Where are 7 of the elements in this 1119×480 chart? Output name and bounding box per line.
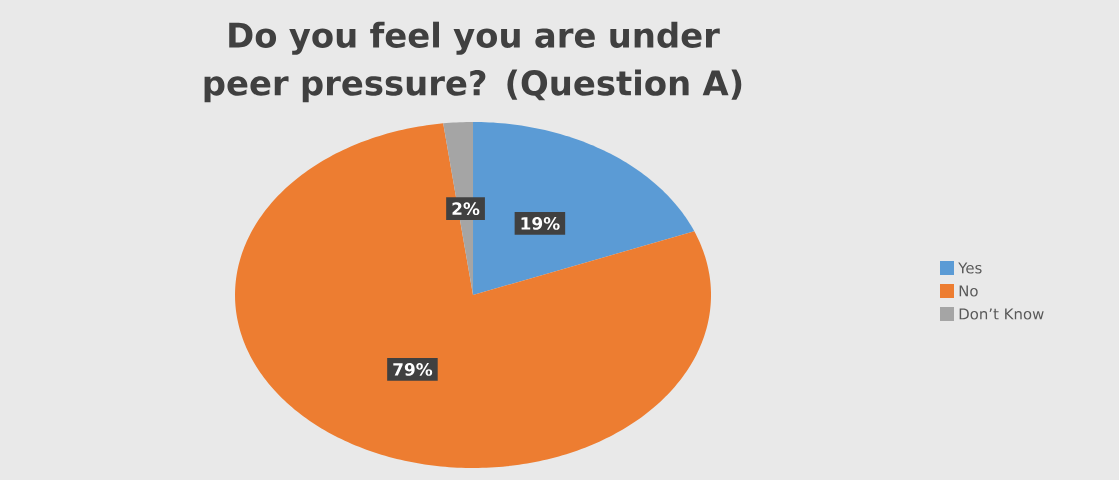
- data-label: 2%: [452, 202, 480, 216]
- legend-label: Yes: [958, 262, 982, 274]
- legend-label: Don’t Know: [959, 308, 1044, 320]
- legend-label: No: [959, 285, 978, 297]
- chart-title: Do you feel you are under peer pressure? (Question A): [204, 21, 742, 103]
- data-label: 19%: [521, 217, 560, 230]
- data-label: 79%: [393, 363, 433, 376]
